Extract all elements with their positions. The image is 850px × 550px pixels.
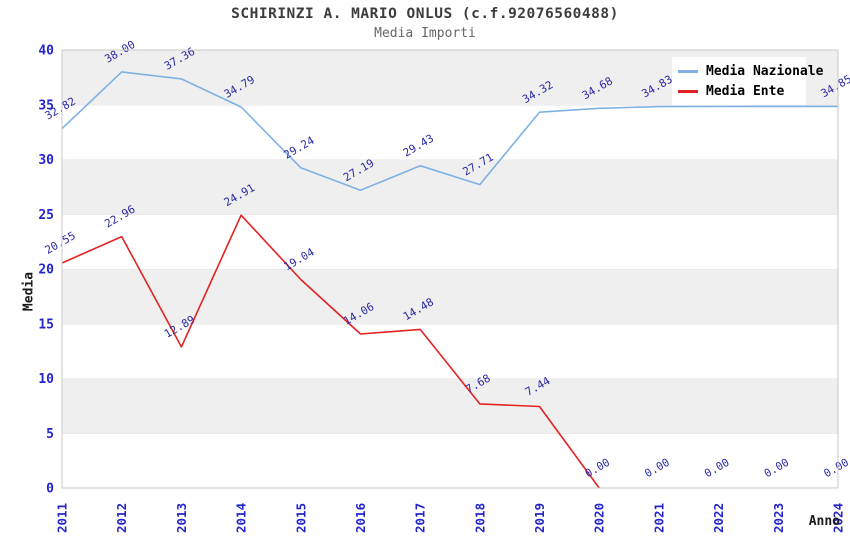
x-axis-title: Anno (808, 514, 840, 529)
svg-text:2019: 2019 (532, 503, 547, 533)
svg-text:2012: 2012 (114, 503, 129, 533)
svg-text:2018: 2018 (472, 503, 487, 533)
svg-text:2015: 2015 (293, 503, 308, 533)
svg-text:2023: 2023 (771, 503, 786, 533)
legend-label-nazionale: Media Nazionale (706, 63, 824, 79)
svg-text:40: 40 (38, 44, 54, 59)
svg-text:20: 20 (38, 263, 54, 278)
svg-text:2013: 2013 (174, 503, 189, 533)
legend: Media Nazionale Media Ente (672, 57, 823, 105)
svg-text:2016: 2016 (353, 503, 368, 533)
svg-text:0: 0 (46, 482, 54, 497)
svg-text:2024: 2024 (831, 503, 846, 533)
svg-text:2017: 2017 (413, 503, 428, 533)
legend-swatch-nazionale-icon (678, 69, 698, 73)
legend-swatch-ente-icon (678, 89, 698, 93)
svg-text:10: 10 (38, 372, 54, 387)
svg-text:2022: 2022 (711, 503, 726, 533)
svg-text:35: 35 (38, 98, 54, 113)
chart-subtitle: Media Importi (374, 26, 476, 41)
svg-text:25: 25 (38, 208, 54, 223)
svg-text:2014: 2014 (234, 503, 249, 533)
svg-text:2021: 2021 (651, 503, 666, 533)
chart-title: SCHIRINZI A. MARIO ONLUS (c.f.9207656048… (231, 6, 619, 22)
legend-item-media-ente: Media Ente (678, 81, 800, 101)
y-axis-title: Media (21, 271, 37, 312)
legend-item-media-nazionale: Media Nazionale (678, 61, 823, 81)
legend-label-ente: Media Ente (706, 83, 785, 99)
svg-text:15: 15 (38, 317, 54, 332)
svg-text:30: 30 (38, 153, 54, 168)
svg-text:2020: 2020 (592, 503, 607, 533)
svg-text:2011: 2011 (55, 503, 70, 533)
svg-text:5: 5 (46, 427, 54, 442)
